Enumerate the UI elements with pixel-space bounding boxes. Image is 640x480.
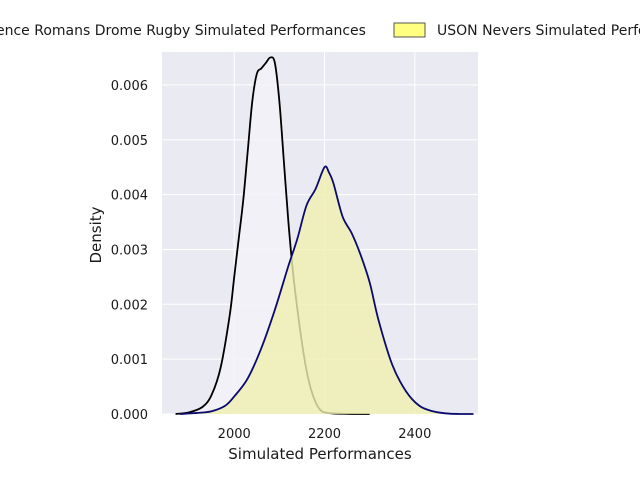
y-tick-label-6: 0.006	[111, 79, 148, 94]
x-tick-label-2: 2400	[398, 427, 431, 442]
y-tick-label-2: 0.002	[111, 298, 148, 313]
legend-label-valence: ence Romans Drome Rugby Simulated Perfor…	[0, 23, 366, 39]
legend-label-uson: USON Nevers Simulated Perfo	[437, 23, 640, 39]
x-tick-label-0: 2000	[218, 427, 251, 442]
y-tick-label-4: 0.004	[111, 189, 148, 204]
legend-swatch-uson	[393, 22, 426, 38]
x-axis: 2000 2200 2400	[218, 427, 432, 442]
legend: ence Romans Drome Rugby Simulated Perfor…	[0, 22, 640, 39]
series-area-uson	[180, 166, 474, 414]
y-tick-label-1: 0.001	[111, 353, 148, 368]
y-axis-label: Density	[87, 206, 105, 263]
y-tick-label-3: 0.003	[111, 243, 148, 258]
series-line-uson	[180, 165, 474, 415]
x-axis-label: Simulated Performances	[228, 445, 412, 463]
y-tick-label-5: 0.005	[111, 134, 148, 149]
y-tick-label-0: 0.000	[111, 408, 148, 423]
y-axis: 0.000 0.001 0.002 0.003 0.004 0.005 0.006	[111, 79, 148, 423]
x-tick-label-1: 2200	[308, 427, 341, 442]
series-area-valence	[175, 57, 370, 415]
series-layer	[175, 56, 474, 415]
